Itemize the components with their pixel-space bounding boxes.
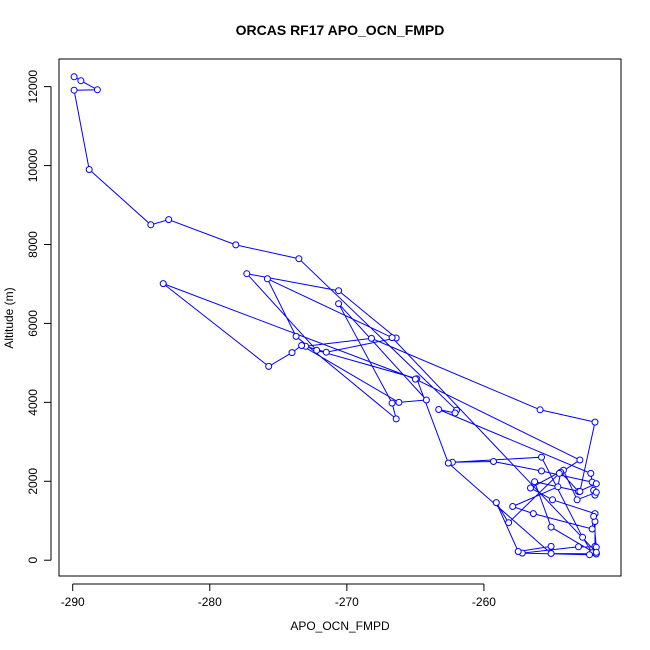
data-point [509,503,517,510]
data-point [232,241,240,249]
data-point [555,469,563,477]
x-tick-label: -260 [472,595,496,609]
data-point [243,270,251,278]
data-point [388,399,396,407]
data-series [70,73,600,559]
y-axis-label: Altitude (m) [2,287,16,348]
y-tick-label: 8000 [26,231,40,258]
data-point [422,396,430,404]
series-line [73,76,598,556]
data-point [573,496,581,504]
data-point [292,332,300,340]
data-point [298,342,306,349]
data-point [93,86,101,94]
data-point [263,275,271,283]
data-point [591,418,599,426]
y-axis: 0 2000 4000 6000 8000 10000 12000 [26,70,52,564]
data-point [527,484,534,492]
data-point [547,550,555,557]
plot-frame [58,58,622,577]
x-axis: -290 -280 -270 -260 [61,583,496,609]
data-point [490,458,497,465]
data-point [536,406,544,414]
data-point [335,300,343,308]
data-point [368,334,375,342]
data-point [159,280,167,288]
x-tick-label: -280 [198,595,222,609]
data-point [85,166,93,173]
data-point [70,86,78,94]
x-axis-label: APO_OCN_FMPD [290,619,390,633]
data-point [547,542,555,550]
data-point [592,548,600,556]
data-point [505,519,513,527]
y-tick-label: 2000 [26,468,40,495]
y-tick-label: 6000 [26,310,40,337]
data-point [288,349,296,357]
data-point [529,510,537,518]
data-point [586,551,593,559]
x-tick-label: -290 [61,595,85,609]
data-point [547,523,555,531]
data-point [588,525,596,533]
data-point [592,488,600,496]
data-point [322,348,330,356]
data-point [395,398,403,406]
data-point [592,480,600,488]
data-point [313,346,321,354]
data-point [335,287,343,295]
chart-title: ORCAS RF17 APO_OCN_FMPD [236,22,445,38]
y-tick-label: 10000 [26,149,40,183]
data-point [451,409,459,417]
x-tick-label: -270 [335,595,359,609]
data-point [554,483,562,491]
data-point [549,496,556,504]
y-tick-label: 12000 [26,70,40,104]
data-point [411,375,419,383]
data-point [77,77,85,85]
data-point [538,453,545,461]
data-point [388,334,396,342]
data-point [147,221,155,229]
data-point [70,73,78,81]
data-point [165,216,173,224]
data-point [587,469,595,477]
data-point [295,255,303,263]
data-point [435,406,443,413]
data-point [514,548,522,555]
data-point [392,415,400,423]
data-point [444,459,452,467]
data-point [531,478,539,486]
data-point [576,456,584,464]
data-point [579,533,587,541]
y-tick-label: 4000 [26,389,40,416]
data-point [538,467,545,475]
data-point [576,488,584,495]
y-tick-label: 0 [26,557,40,564]
data-point [492,499,500,507]
data-point [575,543,582,551]
data-point [265,362,273,370]
data-point [590,512,598,520]
